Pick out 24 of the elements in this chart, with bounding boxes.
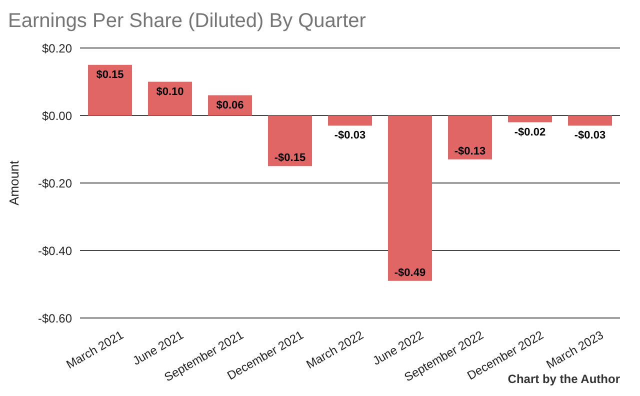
bar <box>568 116 612 126</box>
data-label: -$0.49 <box>394 266 426 279</box>
y-tick-label: $0.20 <box>42 41 72 56</box>
data-label: -$0.13 <box>454 145 486 158</box>
bar <box>268 116 312 166</box>
y-tick-label: -$0.20 <box>38 176 72 190</box>
bar <box>148 82 192 116</box>
bar <box>388 116 432 281</box>
bar <box>448 116 492 160</box>
data-label: $0.06 <box>216 99 244 112</box>
data-label: -$0.15 <box>274 152 306 164</box>
data-label: $0.15 <box>96 68 124 81</box>
data-label: -$0.03 <box>334 130 366 142</box>
bar <box>328 116 372 126</box>
data-label: -$0.03 <box>574 130 606 142</box>
y-tick-label: -$0.40 <box>38 244 72 258</box>
y-tick-label: $0.00 <box>42 108 72 123</box>
y-tick-label: -$0.60 <box>38 311 72 326</box>
data-label: $0.10 <box>156 86 184 98</box>
bar <box>508 116 552 122</box>
data-label: -$0.02 <box>514 126 546 138</box>
bar <box>88 64 132 116</box>
chart-title: Earnings Per Share (Diluted) By Quarter <box>8 10 366 33</box>
y-axis-title: Amount <box>6 160 22 206</box>
